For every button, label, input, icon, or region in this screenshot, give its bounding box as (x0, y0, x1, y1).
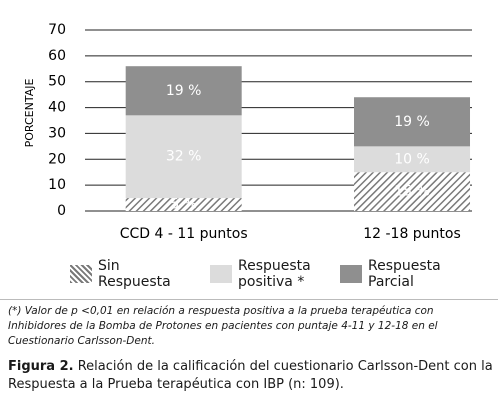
caption-text: Relación de la calificación del cuestion… (8, 359, 493, 392)
x-tick-label: 12 -18 puntos (363, 226, 461, 242)
value-label: 10 % (394, 151, 430, 167)
y-tick-label: 50 (48, 74, 66, 90)
separator (0, 299, 498, 300)
bar-segment (125, 198, 242, 211)
value-label: 5 % (170, 197, 197, 213)
y-tick-label: 60 (48, 48, 66, 64)
value-label: 19 % (166, 83, 202, 99)
legend-label: Respuesta positiva * (238, 258, 311, 290)
legend: Sin Respuesta Respuesta positiva * Respues… (70, 252, 490, 296)
footnote: (*) Valor de p <0,01 en relación a respu… (8, 305, 438, 347)
value-label: 15 % (394, 184, 430, 200)
chart: PORCENTAJE 0 10 20 30 40 50 60 70 5 % 32 % 19 % CCD… (23, 22, 472, 242)
legend-item: Respuesta positiva * (210, 252, 340, 296)
y-tick-label: 70 (48, 22, 66, 38)
y-axis-label: PORCENTAJE (23, 79, 36, 148)
legend-swatch (340, 265, 362, 283)
legend-swatch (70, 265, 92, 283)
y-tick-label: 20 (48, 151, 66, 167)
bar-segment (125, 66, 242, 116)
value-label: 32 % (166, 149, 202, 165)
x-tick-label: CCD 4 - 11 puntos (120, 226, 248, 242)
bar-segment (354, 172, 471, 211)
legend-item: Sin Respuesta (70, 252, 210, 296)
y-tick-label: 40 (48, 100, 66, 116)
bar-segment (125, 115, 242, 199)
value-label: 19 % (394, 114, 430, 130)
y-tick-label: 30 (48, 125, 66, 141)
bar-segment (354, 146, 471, 173)
y-tick-label: 10 (48, 177, 66, 193)
legend-label: Respuesta Parcial (368, 258, 441, 290)
legend-swatch (210, 265, 232, 283)
caption-label: Figura 2. (8, 359, 74, 374)
legend-label: Sin Respuesta (98, 258, 171, 290)
legend-item: Respuesta Parcial (340, 252, 490, 296)
y-tick-label: 0 (57, 203, 66, 219)
caption: Figura 2. Relación de la calificación de… (8, 358, 494, 394)
bar-segment (354, 97, 471, 147)
